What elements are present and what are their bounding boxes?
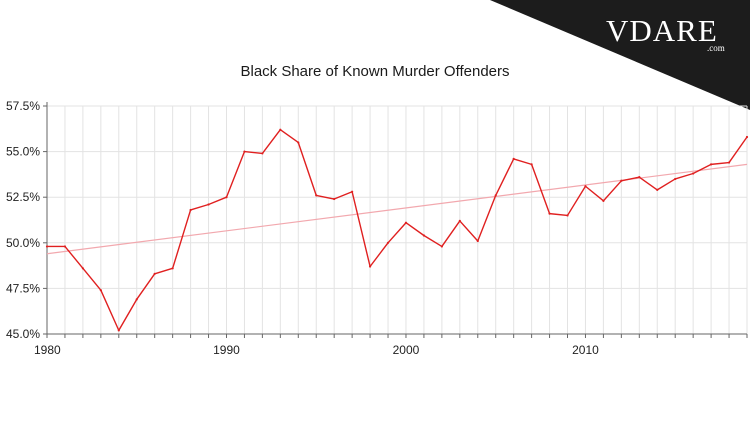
data-point [674,177,677,181]
data-point [566,214,569,217]
data-point [45,245,49,248]
data-point [368,265,372,268]
logo-text: VDARE [606,13,718,48]
data-point [404,221,408,224]
data-point [745,135,749,139]
data-point [243,150,246,153]
data-point [189,208,192,212]
data-point [530,163,533,166]
y-tick-label: 52.5% [6,190,40,204]
tick-labels: 45.0% 47.5% 50.0% 52.5% 55.0% 57.5% 1980 1990 20… [6,99,599,357]
data-point [512,157,515,160]
x-tick-label: 1980 [34,343,61,357]
data-point [117,329,120,332]
data-point [225,196,228,199]
x-tick-label: 1990 [213,343,240,357]
data-point [333,197,336,201]
data-point [351,190,354,193]
data-point [727,161,731,164]
data-point [261,152,264,155]
logo-suffix: .com [707,43,725,53]
y-tick-label: 47.5% [6,281,40,295]
y-tick-label: 45.0% [6,327,40,341]
data-point [476,239,479,243]
y-tick-label: 50.0% [6,236,40,250]
series-line [47,129,748,332]
data-point [692,172,695,175]
vdare-logo: VDARE .com [606,13,725,53]
y-tick-label: 55.0% [6,145,40,159]
data-point [99,289,102,292]
data-point [279,128,282,131]
data-point [81,267,84,270]
data-point [207,203,210,206]
data-point [386,241,390,244]
data-point [656,188,659,192]
x-tick-label: 2000 [393,343,420,357]
data-point [602,199,605,202]
data-point [710,163,713,166]
data-point [63,245,67,248]
data-point [440,245,443,248]
y-tick-label: 57.5% [6,99,40,113]
axes [43,102,748,338]
data-point [584,185,587,188]
data-point [135,298,138,301]
data-point [620,179,623,182]
x-tick-label: 2010 [572,343,599,357]
data-point [458,219,461,223]
data-point [548,212,551,215]
trend-line [46,163,748,255]
data-point [315,194,318,197]
series-layer [45,128,749,332]
grid [46,105,748,335]
corner-banner [490,0,750,110]
data-point [171,267,174,270]
chart-title: Black Share of Known Murder Offenders [240,63,509,80]
data-point [297,141,300,144]
data-point [638,176,641,179]
data-point [422,234,426,237]
data-point [153,272,156,275]
data-point [494,194,497,197]
